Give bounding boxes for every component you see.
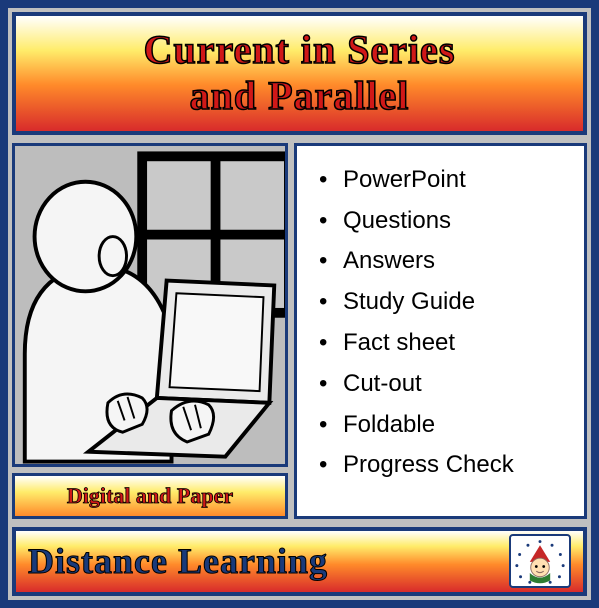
- title-text: Current in Series and Parallel: [144, 27, 456, 119]
- footer-label: Distance Learning: [28, 540, 499, 582]
- list-item: Foldable: [319, 405, 574, 446]
- list-item: Questions: [319, 201, 574, 242]
- digital-paper-label: Digital and Paper: [67, 483, 233, 509]
- title-bar: Current in Series and Parallel: [12, 12, 587, 135]
- list-item: Fact sheet: [319, 323, 574, 364]
- infographic-card: Current in Series and Parallel: [0, 0, 599, 608]
- left-column: Digital and Paper: [12, 143, 288, 519]
- elf-logo-icon: [509, 536, 571, 586]
- list-item: Progress Check: [319, 445, 574, 486]
- illustration-box: [12, 143, 288, 467]
- list-item: Cut-out: [319, 364, 574, 405]
- middle-row: Digital and Paper PowerPoint Questions A…: [8, 139, 591, 523]
- person-laptop-icon: [15, 146, 285, 464]
- title-line-2: and Parallel: [190, 73, 410, 118]
- list-item: Answers: [319, 241, 574, 282]
- title-line-1: Current in Series: [144, 27, 456, 72]
- list-item: PowerPoint: [319, 160, 574, 201]
- brand-logo: [509, 534, 571, 588]
- footer-bar: Distance Learning: [12, 527, 587, 596]
- features-panel: PowerPoint Questions Answers Study Guide…: [294, 143, 587, 519]
- features-list: PowerPoint Questions Answers Study Guide…: [319, 160, 574, 486]
- digital-paper-badge: Digital and Paper: [12, 473, 288, 519]
- list-item: Study Guide: [319, 282, 574, 323]
